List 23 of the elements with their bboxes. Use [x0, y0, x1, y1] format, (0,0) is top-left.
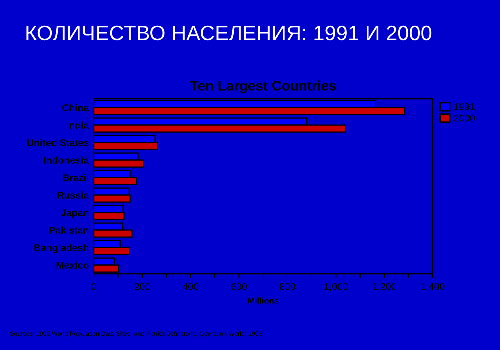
y-tick-label: Russia — [58, 192, 90, 199]
x-tick-label: 400 — [182, 283, 199, 290]
legend-label: 1991 — [454, 104, 476, 110]
y-tick-label: Indonesia — [44, 156, 90, 164]
x-tick-label: 200 — [134, 283, 150, 290]
y-tick-label: Pakistan — [50, 226, 89, 234]
x-tick-label: 1,400 — [422, 283, 445, 292]
x-axis-title: Millions — [248, 298, 279, 304]
x-tick-label: 600 — [232, 283, 248, 290]
x-tick-label: 1,200 — [373, 283, 396, 292]
chart-title: КОЛИЧЕСТВО НАСЕЛЕНИЯ: 1991 И 2000 — [26, 26, 432, 41]
y-tick-label: India — [67, 122, 90, 129]
chart-subtitle: Ten Largest Countries — [190, 80, 336, 94]
y-tick-label: Brazil — [63, 174, 88, 182]
x-tick-label: 0 — [92, 283, 96, 290]
legend-label: 2000 — [454, 114, 476, 122]
y-tick-label: China — [62, 104, 90, 112]
y-tick-label: Japan — [61, 210, 89, 218]
y-tick-label: United States — [28, 139, 89, 146]
y-tick-label: Mexico — [56, 262, 89, 269]
y-tick-label: Bangladesh — [34, 244, 89, 254]
x-tick-label: 800 — [280, 283, 296, 290]
x-tick-label: 1,000 — [324, 283, 348, 292]
